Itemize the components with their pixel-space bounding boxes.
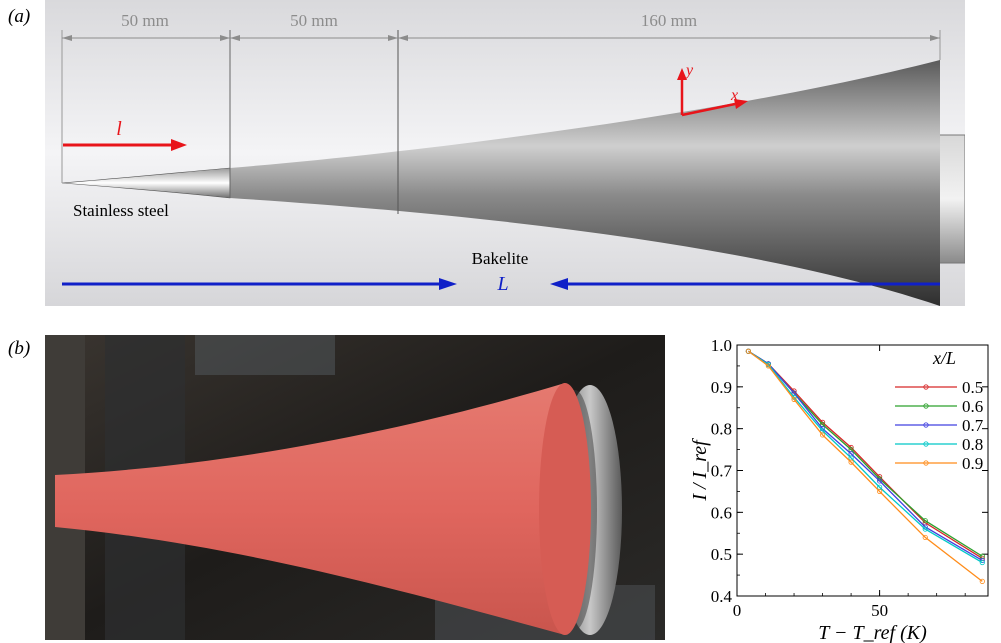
y-tick-label-1: 0.5 bbox=[711, 545, 732, 564]
series-point-0.6-6 bbox=[922, 518, 928, 524]
axis-x-line bbox=[681, 102, 736, 117]
axis-x-label: x bbox=[730, 87, 738, 104]
y-tick-label-2: 0.6 bbox=[711, 503, 732, 522]
cad-hub bbox=[938, 135, 965, 263]
legend-label-0.9: 0.9 bbox=[962, 454, 983, 473]
y-tick-label-6: 1.0 bbox=[711, 336, 732, 355]
legend-label-0.8: 0.8 bbox=[962, 435, 983, 454]
y-tick-label-4: 0.8 bbox=[711, 420, 732, 439]
x-tick-label-0: 0 bbox=[733, 601, 742, 620]
legend-marker-0.6 bbox=[923, 403, 929, 409]
series-line-0.8 bbox=[748, 350, 983, 564]
series-point-0.7-7 bbox=[979, 557, 985, 564]
series-point-0.9-5 bbox=[877, 488, 883, 495]
series-point-0.9-2 bbox=[791, 396, 797, 402]
legend-marker-0.9 bbox=[923, 460, 929, 466]
series-line-0.9 bbox=[748, 350, 983, 582]
legend-label-0.6: 0.6 bbox=[962, 397, 983, 416]
cad-render-panel: 50 mm 50 mm 160 mm l y x Stainless steel… bbox=[45, 0, 965, 306]
y-tick-label-0: 0.4 bbox=[711, 587, 733, 606]
series-point-0.9-0 bbox=[745, 348, 752, 354]
legend-marker-0.5 bbox=[923, 384, 929, 390]
arrow-l-label: l bbox=[116, 118, 122, 140]
series-point-0.9-3 bbox=[819, 432, 826, 438]
dimension-label-2: 50 mm bbox=[290, 11, 338, 30]
arrow-l-head bbox=[171, 139, 187, 151]
legend-marker-0.8 bbox=[923, 441, 929, 447]
series-point-0.7-5 bbox=[877, 478, 883, 484]
experiment-photo bbox=[45, 335, 665, 640]
y-tick-label-5: 0.9 bbox=[711, 378, 732, 397]
series-point-0.9-1 bbox=[765, 363, 771, 369]
legend-label-0.7: 0.7 bbox=[962, 416, 984, 435]
dimension-label-3: 160 mm bbox=[641, 11, 697, 30]
legend-marker-0.7 bbox=[923, 422, 929, 428]
x-axis-label: T − T_ref (K) bbox=[818, 622, 927, 643]
series-line-0.7 bbox=[748, 350, 983, 562]
panel-a-label: (a) bbox=[8, 6, 31, 27]
x-tick-label-1: 50 bbox=[871, 601, 888, 620]
cad-body-bakelite bbox=[230, 60, 940, 306]
legend-title: x/L bbox=[932, 348, 956, 368]
axis-y-label: y bbox=[684, 62, 694, 79]
photo-cone-end bbox=[539, 383, 591, 635]
series-point-0.8-7 bbox=[979, 559, 985, 566]
series-point-0.9-4 bbox=[848, 459, 854, 465]
series-point-0.8-6 bbox=[922, 526, 928, 532]
panel-b-label: (b) bbox=[8, 338, 31, 359]
material-label-steel: Stainless steel bbox=[73, 201, 169, 220]
legend-label-0.5: 0.5 bbox=[962, 378, 983, 397]
series-point-0.9-6 bbox=[922, 534, 928, 541]
photo-cone-model bbox=[55, 383, 565, 635]
dimension-label-1: 50 mm bbox=[121, 11, 169, 30]
y-tick-label-3: 0.7 bbox=[711, 462, 733, 481]
series-point-0.9-7 bbox=[979, 578, 985, 584]
material-label-bakelite: Bakelite bbox=[472, 249, 529, 268]
y-axis-label: I / I_ref bbox=[690, 438, 711, 502]
length-label-L: L bbox=[496, 273, 508, 295]
